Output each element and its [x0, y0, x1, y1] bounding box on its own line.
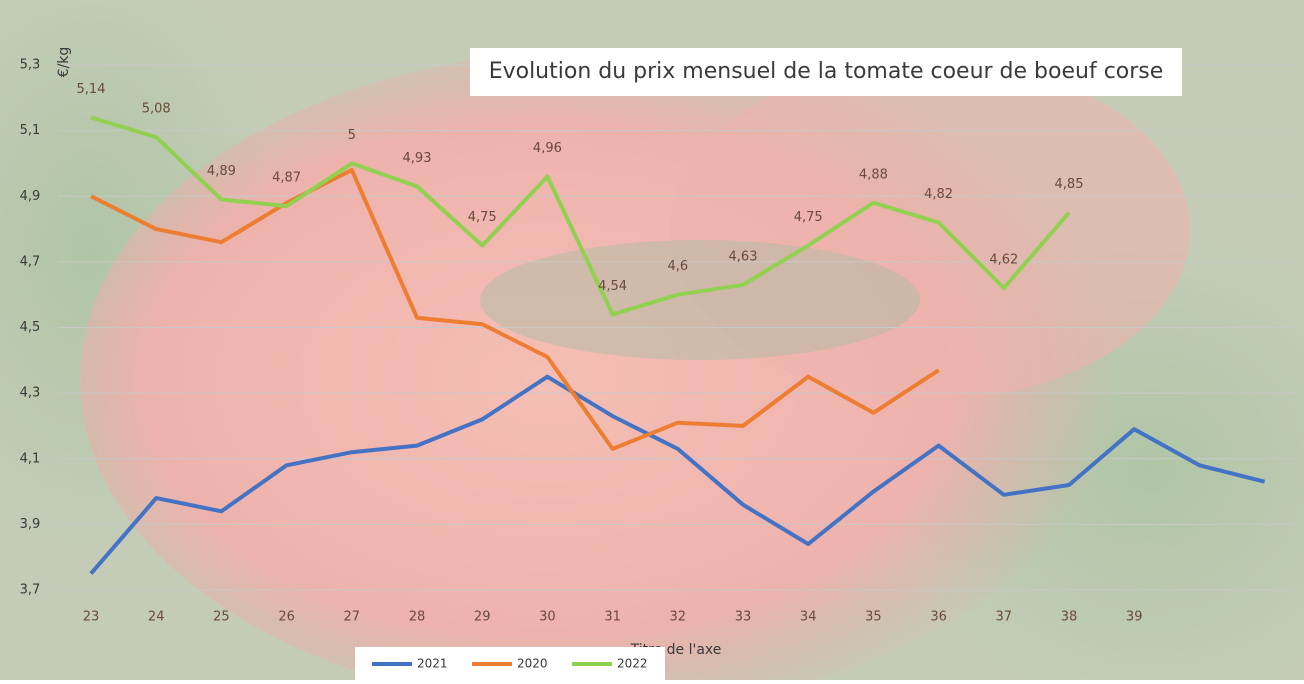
data-label: 4,62 — [989, 253, 1018, 268]
x-tick-label: 25 — [213, 610, 230, 625]
y-tick-label: 5,1 — [20, 123, 41, 138]
title-box — [470, 48, 1182, 96]
x-tick-label: 24 — [148, 610, 165, 625]
chart-title: Evolution du prix mensuel de la tomate c… — [489, 59, 1164, 84]
data-label: 4,63 — [729, 249, 758, 264]
y-tick-label: 4,7 — [20, 254, 41, 269]
x-tick-label: 38 — [1061, 610, 1078, 625]
x-tick-label: 32 — [670, 610, 687, 625]
legend-label: 2020 — [517, 657, 548, 671]
x-tick-label: 26 — [278, 610, 295, 625]
series-line — [89, 374, 1266, 575]
x-tick-label: 23 — [83, 610, 100, 625]
series-line — [90, 115, 1071, 317]
y-tick-label: 4,3 — [20, 386, 41, 401]
y-tick-label: 4,5 — [20, 320, 41, 335]
data-label: 4,54 — [598, 279, 627, 294]
y-tick-label: 3,7 — [20, 583, 41, 598]
x-tick-label: 31 — [604, 610, 621, 625]
y-tick-label: 4,9 — [20, 189, 41, 204]
x-tick-label: 34 — [800, 610, 817, 625]
y-axis-title: €/kg — [56, 47, 72, 78]
x-tick-label: 39 — [1126, 610, 1143, 625]
data-label: 4,89 — [207, 164, 236, 179]
x-tick-label: 33 — [735, 610, 752, 625]
x-tick-label: 28 — [409, 610, 426, 625]
x-tick-label: 37 — [996, 610, 1013, 625]
data-label: 5 — [348, 128, 356, 143]
x-tick-label: 36 — [930, 610, 947, 625]
data-label: 5,14 — [77, 82, 106, 97]
data-label: 4,6 — [667, 259, 688, 274]
data-label: 4,75 — [468, 210, 497, 225]
x-tick-label: 35 — [865, 610, 882, 625]
data-label: 4,75 — [794, 210, 823, 225]
x-tick-label: 29 — [474, 610, 491, 625]
data-label: 4,85 — [1055, 177, 1084, 192]
legend-label: 2022 — [617, 657, 648, 671]
y-tick-label: 5,3 — [20, 58, 41, 73]
data-label: 4,88 — [859, 167, 888, 182]
legend-label: 2021 — [417, 657, 448, 671]
x-tick-label: 27 — [344, 610, 361, 625]
series-line — [90, 168, 940, 451]
y-tick-label: 4,1 — [20, 451, 41, 466]
data-label: 4,87 — [272, 171, 301, 186]
data-label: 4,82 — [924, 187, 953, 202]
data-label: 4,96 — [533, 141, 562, 156]
data-label: 4,93 — [403, 151, 432, 166]
y-tick-label: 3,9 — [20, 517, 41, 532]
data-label: 5,08 — [142, 102, 171, 117]
x-tick-label: 30 — [539, 610, 556, 625]
